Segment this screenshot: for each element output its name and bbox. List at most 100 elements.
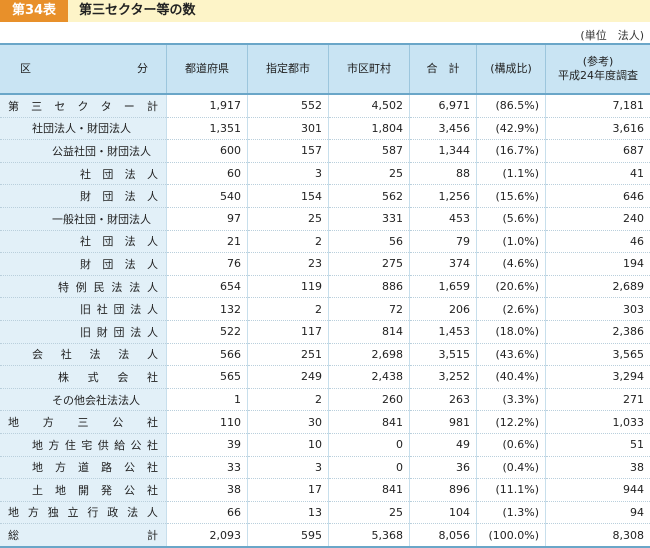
cell-prefecture: 66 xyxy=(167,501,248,524)
cell-designated-city: 3 xyxy=(248,456,329,479)
cell-ratio: (42.9%) xyxy=(477,117,546,140)
cell-municipality: 331 xyxy=(329,207,410,230)
header-category-left: 区 xyxy=(20,62,31,76)
header-prefecture: 都道府県 xyxy=(167,44,248,94)
row-category: その他会社法法人 xyxy=(0,388,167,411)
cell-total: 49 xyxy=(410,433,477,456)
cell-total: 1,659 xyxy=(410,275,477,298)
cell-prefecture: 566 xyxy=(167,343,248,366)
row-category: 旧社団法人 xyxy=(0,298,167,321)
cell-total: 36 xyxy=(410,456,477,479)
row-category: 社団法人・財団法人 xyxy=(0,117,167,140)
row-category: 財団法人 xyxy=(0,185,167,208)
cell-ratio: (16.7%) xyxy=(477,140,546,163)
cell-prefecture: 565 xyxy=(167,366,248,389)
cell-ratio: (4.6%) xyxy=(477,253,546,276)
cell-total: 453 xyxy=(410,207,477,230)
row-label: 土地開発公社 xyxy=(0,482,166,498)
row-label: 公益社団・財団法人 xyxy=(0,143,166,159)
header-municipality: 市区町村 xyxy=(329,44,410,94)
cell-ratio: (15.6%) xyxy=(477,185,546,208)
cell-reference: 271 xyxy=(546,388,650,411)
data-table: 区 分 都道府県 指定都市 市区町村 合 計 (構成比) (参考) 平成24年度… xyxy=(0,43,650,548)
cell-designated-city: 2 xyxy=(248,298,329,321)
row-category: 社団法人 xyxy=(0,230,167,253)
header-total: 合 計 xyxy=(410,44,477,94)
cell-prefecture: 21 xyxy=(167,230,248,253)
cell-reference: 51 xyxy=(546,433,650,456)
cell-designated-city: 154 xyxy=(248,185,329,208)
cell-reference: 8,308 xyxy=(546,524,650,547)
cell-municipality: 886 xyxy=(329,275,410,298)
cell-reference: 687 xyxy=(546,140,650,163)
row-category: 財団法人 xyxy=(0,253,167,276)
cell-total: 6,971 xyxy=(410,94,477,117)
row-category: 社団法人 xyxy=(0,162,167,185)
row-category: 会社法法人 xyxy=(0,343,167,366)
cell-total: 8,056 xyxy=(410,524,477,547)
cell-ratio: (2.6%) xyxy=(477,298,546,321)
cell-municipality: 25 xyxy=(329,501,410,524)
cell-reference: 1,033 xyxy=(546,411,650,434)
cell-ratio: (1.3%) xyxy=(477,501,546,524)
header-category: 区 分 xyxy=(0,44,167,94)
cell-designated-city: 17 xyxy=(248,479,329,502)
cell-municipality: 260 xyxy=(329,388,410,411)
cell-reference: 944 xyxy=(546,479,650,502)
cell-total: 1,344 xyxy=(410,140,477,163)
row-label: 会社法法人 xyxy=(0,346,166,362)
cell-municipality: 0 xyxy=(329,433,410,456)
cell-designated-city: 3 xyxy=(248,162,329,185)
cell-designated-city: 251 xyxy=(248,343,329,366)
row-label: 特例民法法人 xyxy=(0,279,166,295)
header-reference-line2: 平成24年度調査 xyxy=(546,69,650,83)
cell-reference: 2,386 xyxy=(546,320,650,343)
cell-prefecture: 39 xyxy=(167,433,248,456)
cell-designated-city: 301 xyxy=(248,117,329,140)
cell-ratio: (43.6%) xyxy=(477,343,546,366)
cell-ratio: (86.5%) xyxy=(477,94,546,117)
page-title: 第三セクター等の数 xyxy=(79,0,195,22)
cell-designated-city: 23 xyxy=(248,253,329,276)
header-category-right: 分 xyxy=(137,62,148,76)
row-category: 第三セクター計 xyxy=(0,94,167,117)
cell-designated-city: 25 xyxy=(248,207,329,230)
cell-prefecture: 132 xyxy=(167,298,248,321)
cell-total: 206 xyxy=(410,298,477,321)
cell-total: 981 xyxy=(410,411,477,434)
row-label: 社団法人・財団法人 xyxy=(0,120,166,136)
cell-reference: 41 xyxy=(546,162,650,185)
cell-reference: 7,181 xyxy=(546,94,650,117)
cell-designated-city: 595 xyxy=(248,524,329,547)
cell-municipality: 841 xyxy=(329,411,410,434)
cell-prefecture: 76 xyxy=(167,253,248,276)
row-label: 財団法人 xyxy=(0,256,166,272)
cell-municipality: 587 xyxy=(329,140,410,163)
cell-reference: 46 xyxy=(546,230,650,253)
row-label: 財団法人 xyxy=(0,188,166,204)
cell-reference: 240 xyxy=(546,207,650,230)
cell-municipality: 275 xyxy=(329,253,410,276)
cell-reference: 38 xyxy=(546,456,650,479)
header-designated-city: 指定都市 xyxy=(248,44,329,94)
unit-note: (単位 法人) xyxy=(580,27,644,43)
header-ratio: (構成比) xyxy=(477,44,546,94)
row-category: 地方住宅供給公社 xyxy=(0,433,167,456)
cell-ratio: (100.0%) xyxy=(477,524,546,547)
title-bar: 第34表 第三セクター等の数 xyxy=(0,0,650,22)
row-category: 公益社団・財団法人 xyxy=(0,140,167,163)
cell-ratio: (0.6%) xyxy=(477,433,546,456)
header-reference: (参考) 平成24年度調査 xyxy=(546,44,650,94)
cell-municipality: 72 xyxy=(329,298,410,321)
cell-municipality: 562 xyxy=(329,185,410,208)
